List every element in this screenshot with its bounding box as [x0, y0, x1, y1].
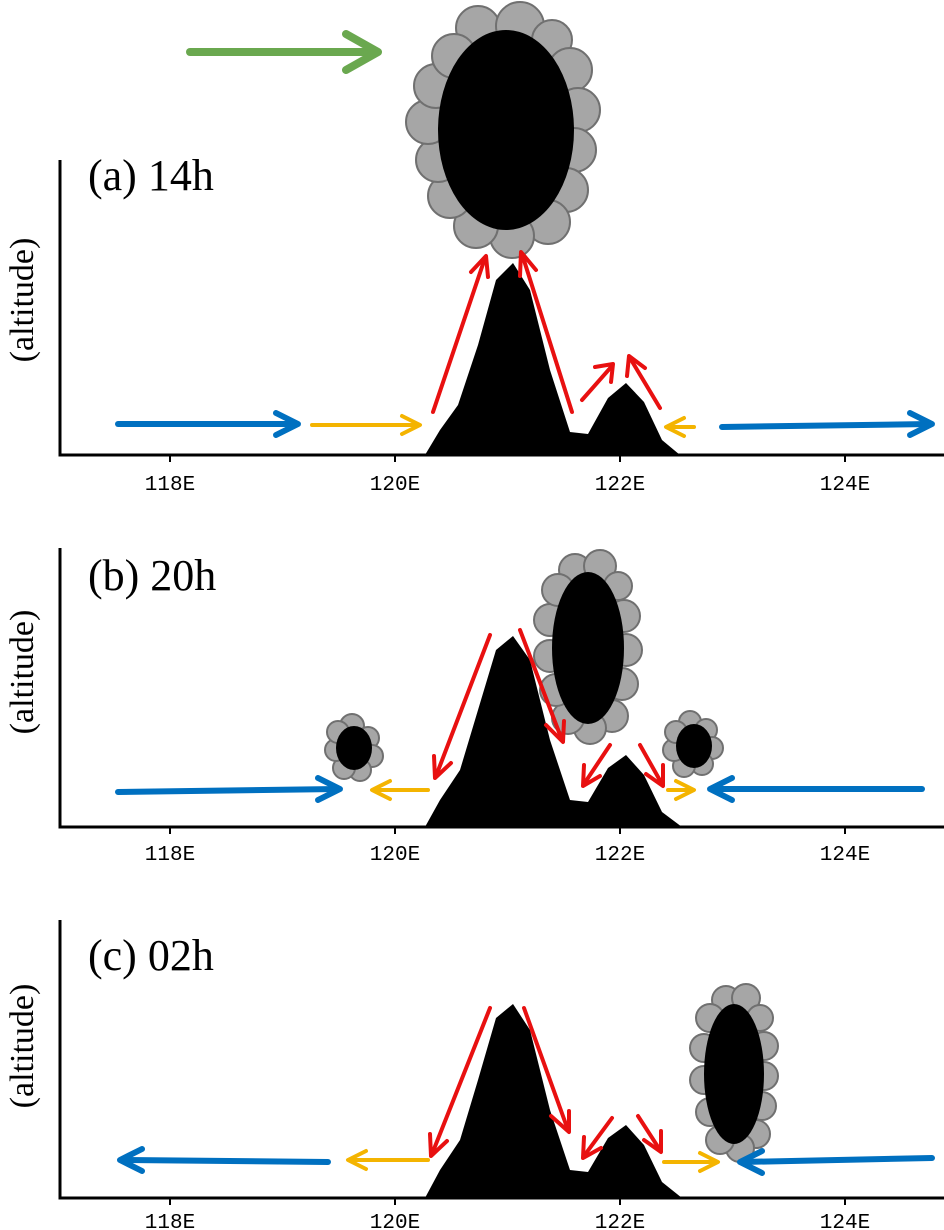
- small-cloud-west-b: [324, 713, 384, 782]
- tick-label-120e-b: 120E: [370, 844, 420, 867]
- large-scale-flow-arrows-b: [115, 775, 925, 803]
- tick-label-124e-c: 124E: [820, 1212, 870, 1230]
- convective-cloud-b: [533, 549, 643, 745]
- terrain-b: [425, 636, 682, 827]
- small-cloud-east-b: [662, 710, 724, 778]
- panel-a: (a) 14h (altitude) 118E 120E 122E 124E: [4, 1, 944, 497]
- terrain-a: [425, 263, 680, 455]
- y-axis-label-b: (altitude): [4, 610, 41, 735]
- large-scale-flow-arrows-a: [115, 410, 935, 438]
- tick-label-122e-a: 122E: [595, 474, 645, 497]
- sea-breeze-arrows-b: [370, 779, 696, 801]
- tick-label-118e-a: 118E: [145, 474, 195, 497]
- tick-label-120e-c: 120E: [370, 1212, 420, 1230]
- sea-breeze-arrows-c: [346, 1149, 720, 1173]
- tick-marks-c: [169, 1198, 846, 1205]
- panel-b: (b) 20h (altitude) 118E 120E 122E 124E: [4, 548, 944, 867]
- panel-title-b: (b) 20h: [88, 551, 216, 600]
- tick-label-124e-b: 124E: [820, 844, 870, 867]
- tick-marks-b: [169, 827, 846, 834]
- panel-title-c: (c) 02h: [88, 931, 214, 980]
- convective-cloud-a: [405, 1, 601, 259]
- panel-c: (c) 02h (altitude) 118E 120E 122E 124E: [4, 920, 944, 1230]
- tick-label-122e-c: 122E: [595, 1212, 645, 1230]
- terrain-c: [425, 1004, 682, 1198]
- synoptic-wind-arrow: [186, 30, 382, 74]
- sea-breeze-arrows-a: [310, 414, 696, 438]
- slope-flow-arrows-c: [428, 1006, 663, 1160]
- panel-title-a: (a) 14h: [88, 151, 214, 200]
- large-scale-flow-arrows-c: [117, 1146, 935, 1176]
- y-axis-label-c: (altitude): [4, 984, 41, 1109]
- y-axis-label-a: (altitude): [4, 238, 41, 363]
- convective-cloud-c: [689, 983, 779, 1163]
- tick-label-122e-b: 122E: [595, 844, 645, 867]
- tick-label-120e-a: 120E: [370, 474, 420, 497]
- tick-label-124e-a: 124E: [820, 474, 870, 497]
- slope-flow-arrows-a: [431, 250, 662, 414]
- tick-label-118e-b: 118E: [145, 844, 195, 867]
- slope-flow-arrows-b: [432, 628, 665, 788]
- tick-marks-a: [169, 455, 846, 462]
- tick-label-118e-c: 118E: [145, 1212, 195, 1230]
